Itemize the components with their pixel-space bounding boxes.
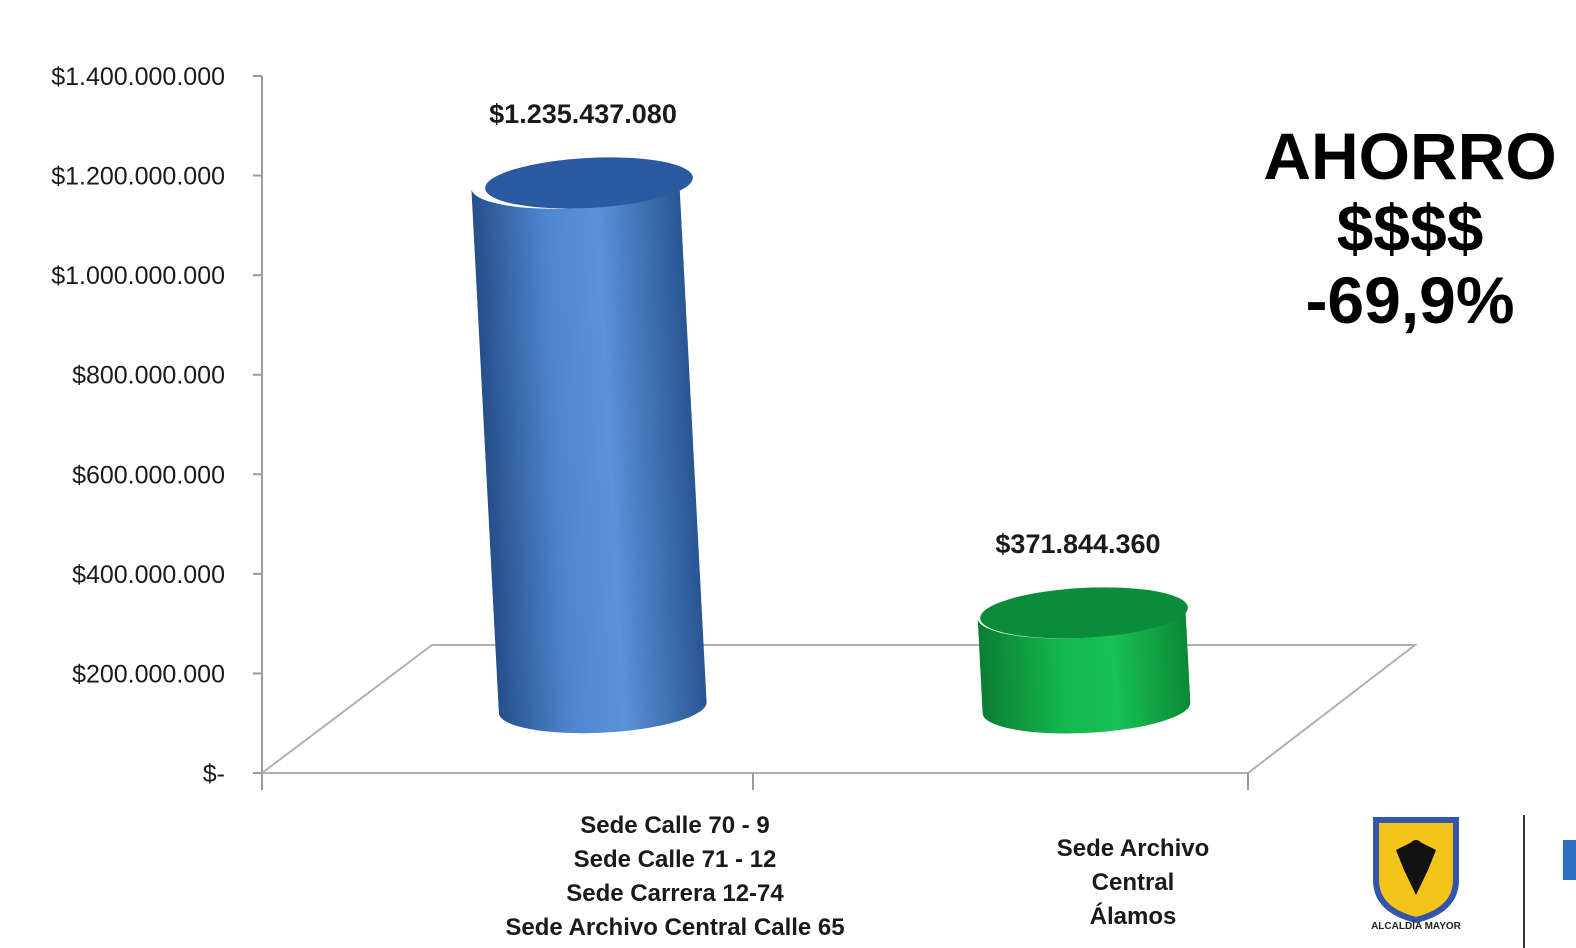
x-category-line: Sede Archivo [1057, 835, 1210, 862]
x-category-line: Sede Calle 71 - 12 [574, 846, 777, 873]
y-tick-label: $400.000.000 [72, 561, 225, 589]
logo-separator [1523, 815, 1525, 948]
x-category-line: Álamos [1090, 902, 1177, 930]
y-tick-label: $600.000.000 [72, 461, 225, 489]
x-category-label-1: Sede Calle 70 - 9 Sede Calle 71 - 12 Sede … [505, 812, 844, 941]
data-label-2: $371.844.360 [995, 529, 1160, 559]
logo-text: ALCALDÍA MAYOR [1371, 921, 1461, 932]
y-tick-label: $1.000.000.000 [51, 262, 225, 290]
x-category-label-2: Sede Archivo Central Álamos [1057, 835, 1210, 930]
alcaldia-shield-logo [1373, 817, 1459, 924]
savings-percent: -69,9% [1305, 263, 1515, 337]
x-category-line: Sede Archivo Central Calle 65 [505, 914, 844, 941]
chart-floor [259, 644, 1418, 774]
labels-layer: $1.235.437.080 $371.844.360 Sede Calle 70 … [489, 99, 1209, 941]
x-category-line: Sede Carrera 12-74 [566, 880, 784, 907]
partial-logo [1563, 840, 1576, 880]
floor-layer [259, 644, 1418, 790]
bar-top-2 [980, 587, 1188, 639]
y-tick-label: $1.200.000.000 [51, 163, 225, 191]
savings-symbol: $$$$ [1336, 191, 1484, 265]
bar-1 [471, 177, 707, 734]
axis-layer: $- $200.000.000 $400.000.000 $600.000.000 $8… [51, 63, 263, 788]
y-tick-label: $800.000.000 [72, 362, 225, 390]
data-label-1: $1.235.437.080 [489, 99, 677, 129]
bars-layer [471, 157, 1191, 734]
y-tick-label: $200.000.000 [72, 660, 225, 688]
x-category-line: Central [1092, 869, 1175, 896]
y-tick-label: $- [203, 760, 225, 788]
savings-title: AHORRO [1263, 119, 1557, 193]
bar-2 [977, 607, 1191, 734]
y-tick-label: $1.400.000.000 [51, 63, 225, 91]
x-category-line: Sede Calle 70 - 9 [580, 812, 769, 839]
bar-top-1 [485, 157, 693, 209]
savings-annotation: AHORRO $$$$ -69,9% [1240, 120, 1576, 336]
